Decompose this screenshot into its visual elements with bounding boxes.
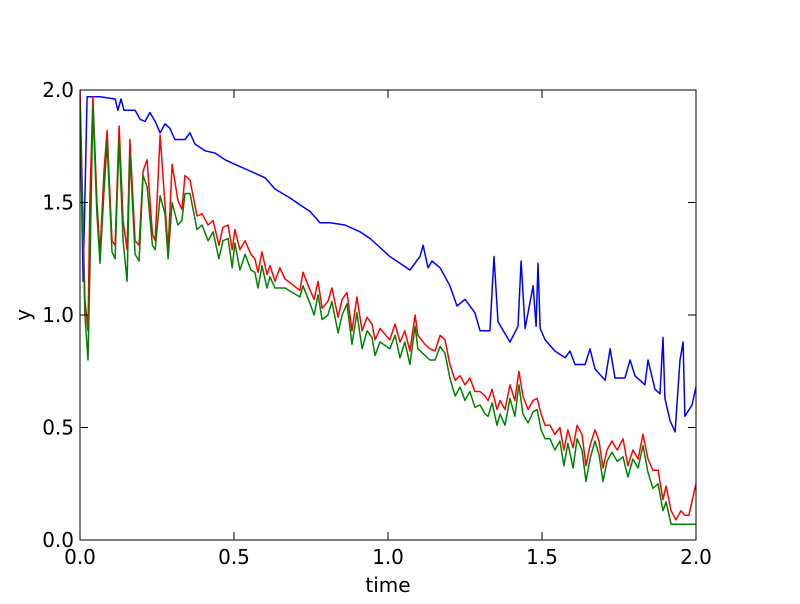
y-axis-label: y (11, 309, 35, 321)
x-tick-label: 1.5 (526, 545, 558, 569)
tick-layer: 0.0 0.5 1.0 1.5 2.0 0.0 0.5 1.0 1.5 2.0 (42, 78, 712, 569)
series-layer (80, 90, 696, 526)
y-tick-label: 2.0 (42, 78, 74, 102)
x-axis-label: time (365, 573, 410, 597)
axes-frame (79, 89, 697, 541)
series-line-red (80, 90, 696, 521)
y-tick-label: 1.5 (42, 191, 74, 215)
y-tick-label: 1.0 (42, 303, 74, 327)
y-tick-label: 0.5 (42, 416, 74, 440)
x-tick-label: 1.0 (372, 545, 404, 569)
x-tick-label: 2.0 (680, 545, 712, 569)
y-tick-label: 0.0 (42, 528, 74, 552)
series-line-blue (80, 96, 696, 433)
x-tick-label: 0.0 (64, 545, 96, 569)
series-line-green (80, 101, 696, 526)
x-tick-label: 0.5 (218, 545, 250, 569)
